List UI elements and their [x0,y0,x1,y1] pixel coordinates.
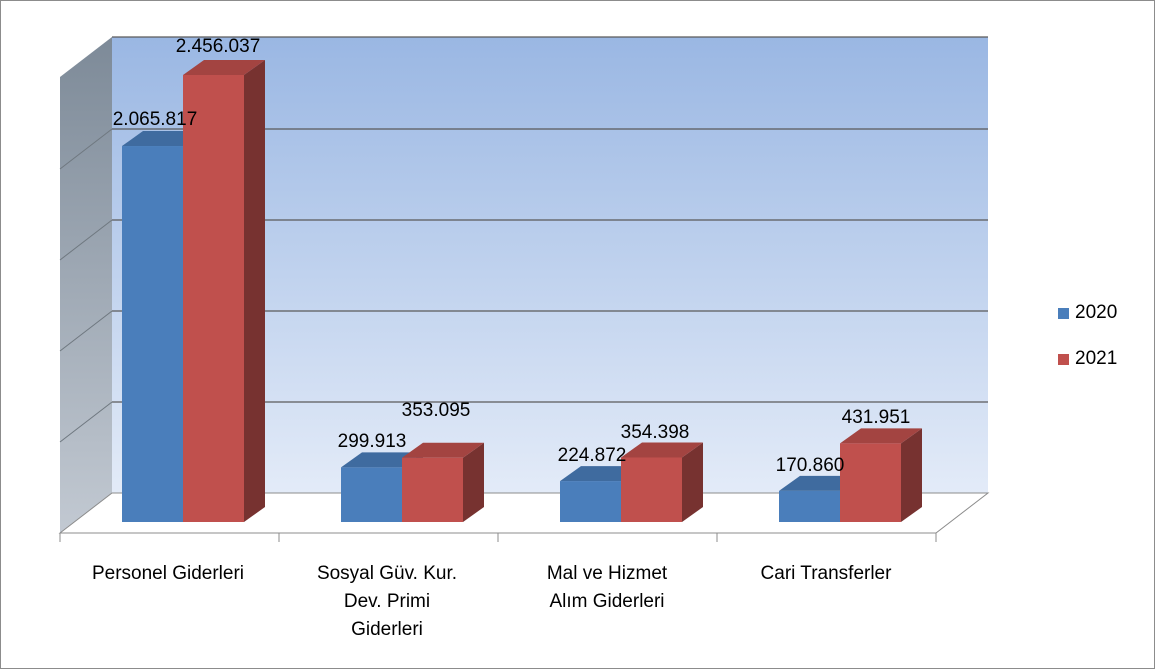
bar-top-face [621,442,703,458]
category-label-3: Mal ve Hizmet Alım Giderleri [546,563,668,612]
legend-item-2020: 2020 [1058,300,1117,326]
bar-2021-1 [183,60,265,522]
legend: 2020 2021 [1058,300,1117,392]
legend-label-2021: 2021 [1075,348,1118,369]
bar-front-face [621,457,682,522]
bar-front-face [122,146,183,522]
data-label-2020-3: 224.872 [558,445,627,466]
chart-floor [58,492,990,534]
bar-side-face [682,442,703,522]
bar-top-face [402,442,484,458]
bar-side-face [901,428,922,522]
gridline-side [59,310,113,352]
bar-side-face [244,60,265,522]
bar-side-face [463,442,484,522]
bar-top-face [840,428,922,444]
bar-front-face [341,467,402,522]
bar-front-face [840,443,901,522]
legend-label-2020: 2020 [1075,302,1118,323]
category-label-1: Personel Giderleri [91,563,245,584]
bar-top-face [183,60,265,76]
category-label-2: Sosyal Güv. Kur. Dev. Primi Giderleri [316,563,458,640]
gridline-side [59,219,113,261]
data-label-2020-4: 170.860 [776,455,845,476]
chart-side-wall [60,37,112,533]
data-label-2021-2: 353.095 [402,400,471,421]
data-label-2020-1: 2.065.817 [113,109,198,130]
bar-front-face [183,75,244,522]
data-label-2021-3: 354.398 [621,422,690,443]
legend-swatch-2020 [1058,307,1069,319]
legend-swatch-2021 [1058,353,1069,365]
data-label-2021-4: 431.951 [842,407,911,428]
bar-front-face [779,490,840,522]
bar-2021-2 [402,442,484,522]
gridline-side [59,128,113,170]
bar-front-face [560,481,621,522]
bar-front-face [402,457,463,522]
data-label-2020-2: 299.913 [338,431,407,452]
data-label-2021-1: 2.456.037 [176,36,261,57]
category-label-4: Cari Transferler [760,563,892,584]
bar-2021-3 [621,442,703,522]
legend-item-2021: 2021 [1058,346,1117,372]
bar-2021-4 [840,428,922,522]
gridline-side [59,401,113,443]
